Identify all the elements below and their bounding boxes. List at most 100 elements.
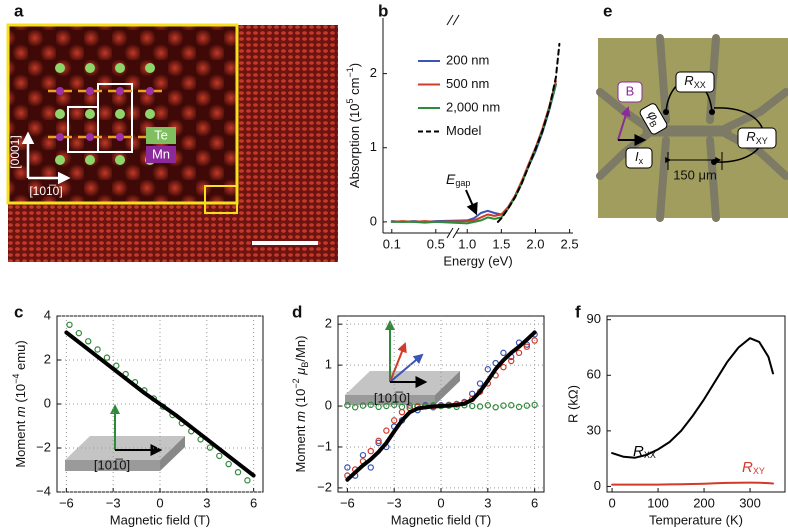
- series-line: [496, 42, 561, 223]
- data-point: [476, 380, 484, 387]
- legend-label: 2,000 nm: [446, 99, 500, 114]
- lead: [656, 136, 670, 222]
- atom-label: Mn: [152, 146, 170, 161]
- series-line: [64, 330, 256, 478]
- mn-atom: [56, 87, 64, 95]
- slab-side: [160, 436, 185, 471]
- y-axis-label: R (kΩ): [565, 385, 580, 423]
- text-part: −1: [345, 67, 355, 77]
- te-atom: [55, 109, 65, 119]
- text-part: emu): [13, 340, 28, 373]
- x-tick-label: 0.5: [427, 236, 445, 251]
- angle-label-group: φB: [639, 103, 668, 135]
- y-axis-label: Absorption (105 cm−1): [345, 63, 362, 188]
- unit-cell: [67, 106, 99, 153]
- text-part: (10: [293, 389, 308, 411]
- te-atom: [55, 63, 65, 73]
- x-tick-label: −6: [59, 495, 74, 510]
- legend-label: 500 nm: [446, 76, 489, 91]
- plot-frame: [606, 315, 786, 493]
- scale-label: 150 μm: [673, 167, 717, 182]
- x-tick-label: 0: [608, 495, 615, 510]
- data-point: [383, 427, 390, 434]
- data-point: [390, 401, 398, 409]
- device-label: Ix: [635, 149, 644, 166]
- text-part: R: [746, 129, 755, 144]
- te-atom: [85, 155, 95, 165]
- data-point: [390, 417, 398, 424]
- lead: [656, 34, 670, 124]
- data-point: [375, 403, 382, 411]
- panel-a-image: Te Mn [0001] [101̅0]: [6, 23, 338, 262]
- label-box: [639, 103, 668, 135]
- field-arrow: [389, 353, 424, 383]
- panel-e-image: RXX RXY B φB Ix 150 μm: [596, 34, 788, 222]
- text-part: x: [639, 156, 644, 166]
- text-part: μ: [293, 368, 308, 376]
- y-tick-label: 0: [370, 213, 377, 228]
- x-tick-label: 0.1: [383, 236, 401, 251]
- x-tick-label: 2.5: [561, 236, 579, 251]
- x-tick-label: 1.5: [492, 236, 510, 251]
- lead: [706, 136, 720, 222]
- text-part: R: [742, 459, 753, 476]
- y-tick-label: 0: [594, 478, 601, 493]
- data-point: [75, 329, 83, 337]
- y-tick-label: −2: [317, 479, 332, 494]
- data-point: [500, 363, 507, 371]
- contact: [709, 109, 715, 115]
- label-box: [675, 71, 715, 93]
- te-atom: [145, 63, 155, 73]
- y-tick-label: −2: [36, 439, 51, 454]
- mn-atom: [86, 133, 94, 141]
- data-point: [500, 402, 507, 409]
- x-tick-label: −3: [387, 495, 402, 510]
- text-part: XY: [756, 136, 768, 146]
- data-point: [367, 464, 374, 471]
- data-point: [383, 402, 390, 410]
- field-arrow: [617, 106, 631, 141]
- data-point: [515, 349, 523, 357]
- x-tick-label: 0: [437, 495, 444, 510]
- y-tick-label: 2: [325, 316, 332, 331]
- data-point: [113, 362, 120, 369]
- slab-front: [345, 395, 435, 405]
- data-point: [94, 346, 101, 353]
- text-part: Moment: [13, 417, 28, 468]
- data-point: [206, 444, 214, 451]
- data-point: [216, 452, 223, 460]
- text-part: ): [347, 63, 362, 67]
- x-tick-label: 100: [647, 495, 669, 510]
- label-box: [625, 147, 653, 169]
- data-point: [523, 402, 531, 409]
- text-part: XX: [694, 80, 706, 90]
- te-atom: [115, 63, 125, 73]
- y-tick-label: 4: [44, 307, 51, 322]
- data-point: [492, 359, 499, 367]
- y-axis-label: Moment m (10−4 emu): [11, 340, 28, 467]
- data-point: [500, 349, 507, 357]
- te-atom: [85, 109, 95, 119]
- text-part: cm: [347, 78, 362, 99]
- x-tick-label: 1.0: [458, 236, 476, 251]
- legend-label: 200 nm: [446, 52, 489, 67]
- text-part: −2: [291, 378, 301, 388]
- series-line: [611, 337, 774, 459]
- x-tick-label: 6: [250, 495, 257, 510]
- te-atom: [85, 63, 95, 73]
- lead: [722, 88, 788, 132]
- x-axis-label: Energy (eV): [443, 253, 512, 268]
- text-part: XX: [644, 450, 656, 460]
- x-axis-label: Magnetic field (T): [110, 512, 210, 527]
- legend-label: Model: [446, 123, 482, 138]
- scale-bar: [252, 241, 318, 245]
- te-atom: [145, 109, 155, 119]
- data-point: [234, 469, 242, 476]
- y-tick-label: 30: [587, 422, 601, 437]
- te-atom: [115, 155, 125, 165]
- data-point: [66, 321, 73, 328]
- axis-break: [452, 227, 460, 239]
- x-tick-label: −3: [106, 495, 121, 510]
- y-tick-label: 2: [44, 351, 51, 366]
- data-point: [508, 402, 515, 409]
